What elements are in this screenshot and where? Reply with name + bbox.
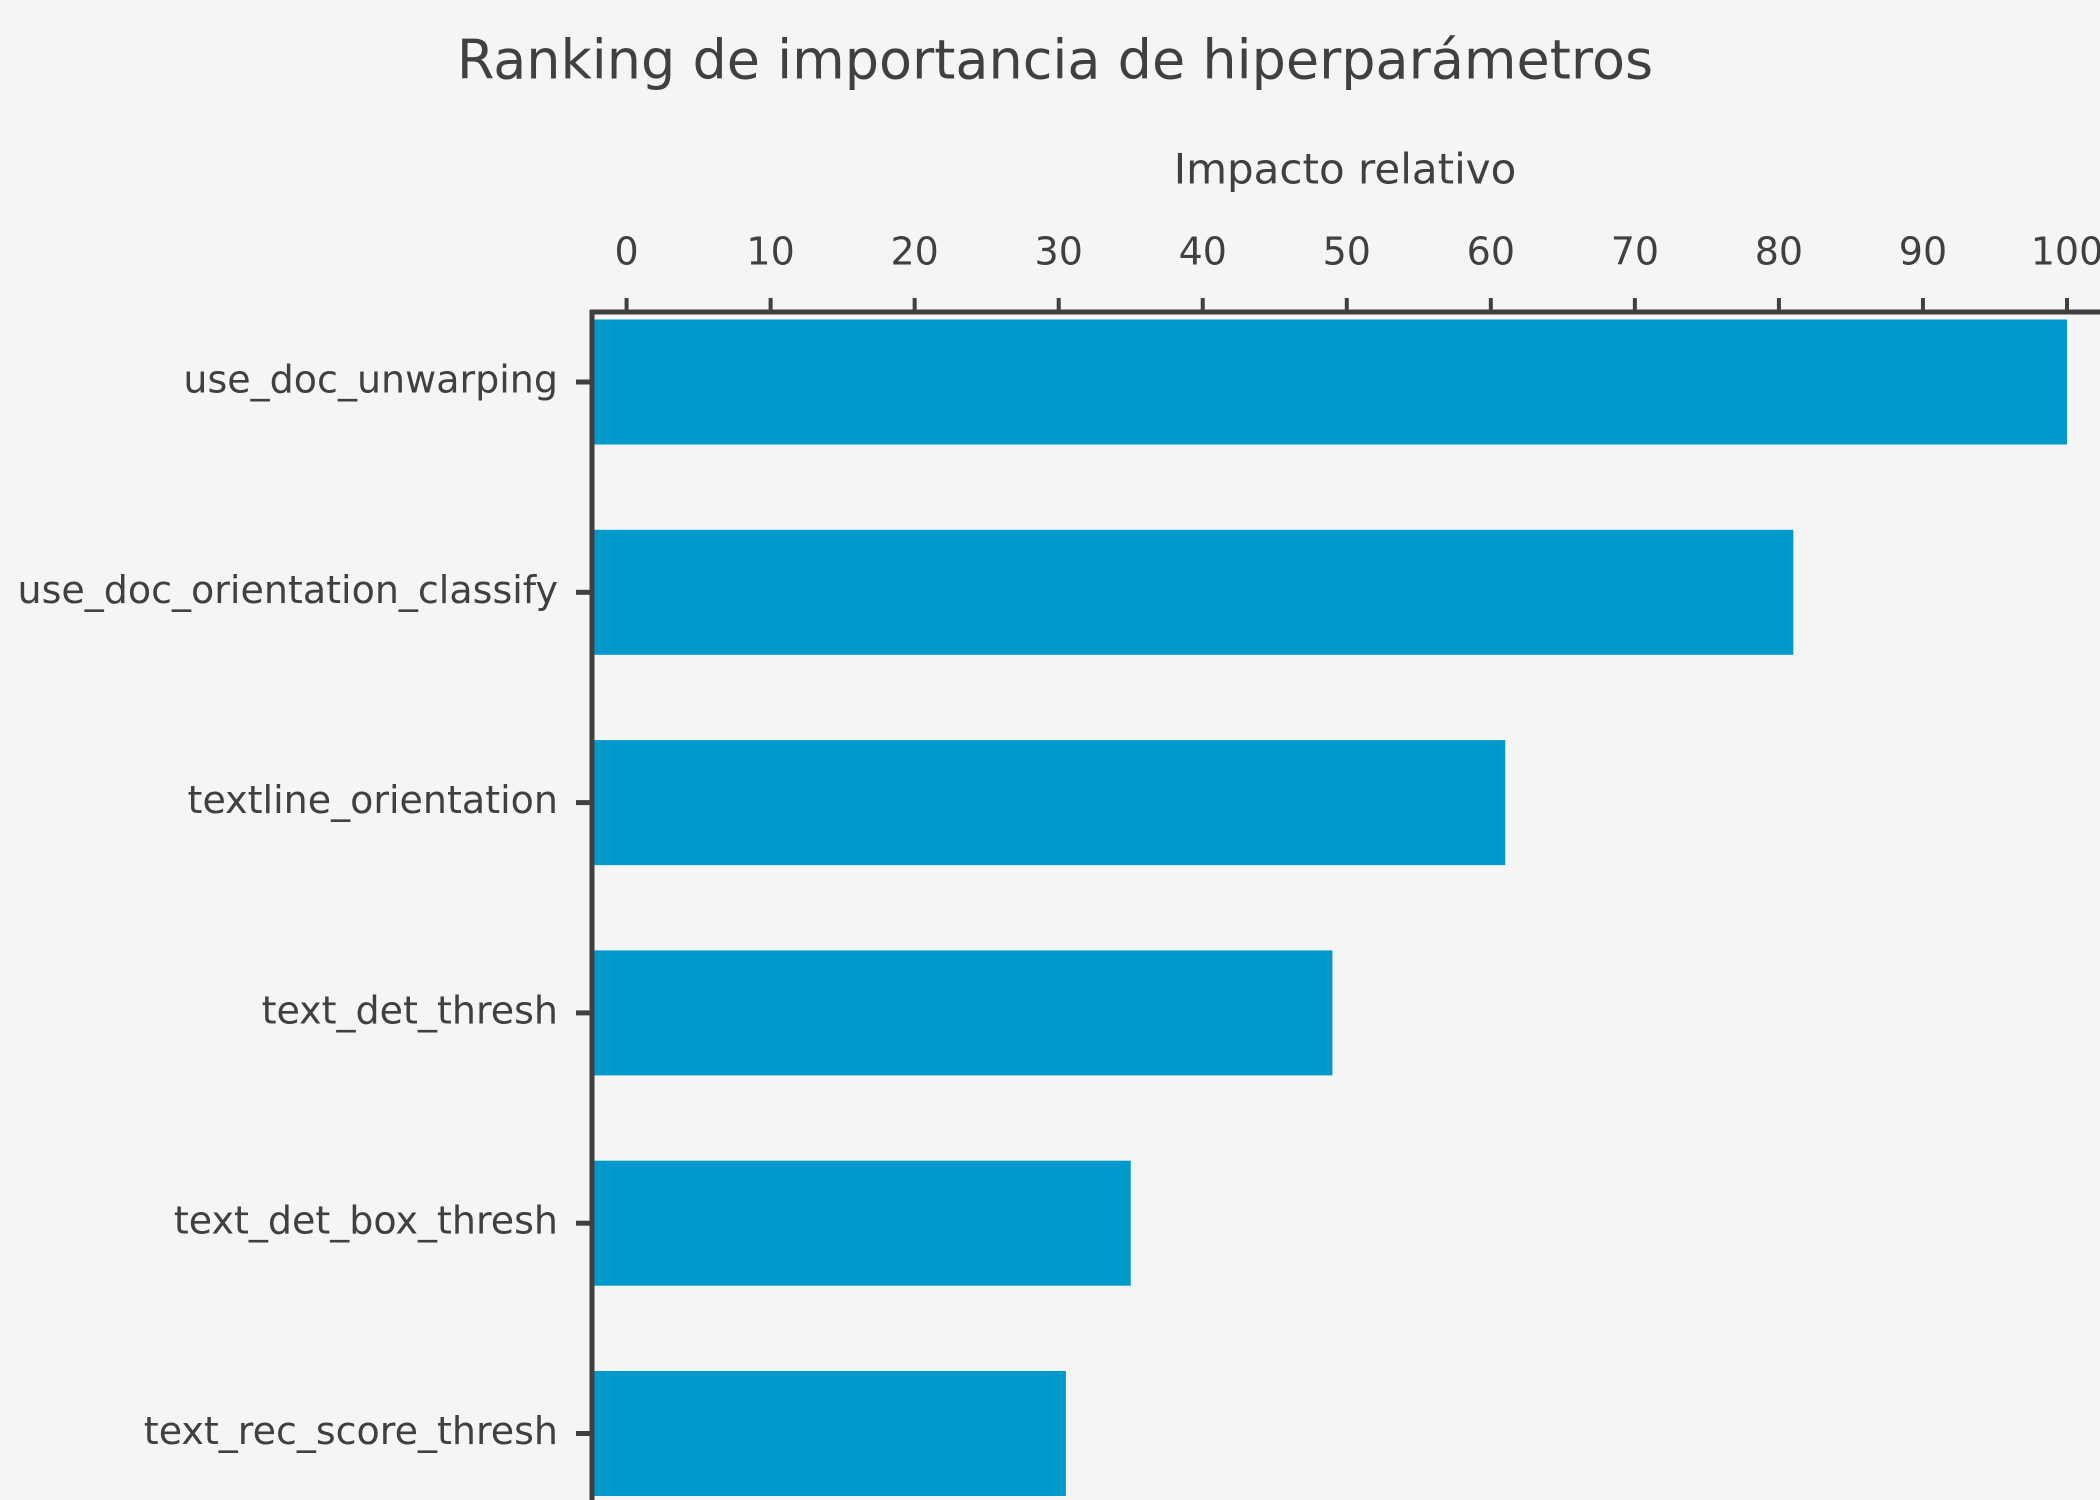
bar [592,740,1506,866]
bar [592,950,1333,1076]
x-tick-label: 50 [1323,230,1371,274]
bar [592,529,1794,655]
y-tick-label: use_doc_unwarping [183,358,558,402]
x-tick-label: 100 [2031,230,2100,274]
x-tick-label: 30 [1035,230,1083,274]
x-tick-label: 0 [614,230,638,274]
chart-title: Ranking de importancia de hiperparámetro… [457,29,1653,92]
x-tick-label: 70 [1611,230,1659,274]
x-axis-label: Impacto relativo [1174,145,1517,194]
bar [592,319,2067,445]
x-tick-label: 40 [1179,230,1227,274]
bar [592,1371,1066,1496]
x-tick-label: 20 [890,230,938,274]
x-tick-label: 90 [1899,230,1947,274]
y-tick-label: use_doc_orientation_classify [18,568,558,612]
y-tick-label: text_rec_score_thresh [144,1409,558,1453]
x-tick-label: 10 [746,230,794,274]
y-tick-label: text_det_thresh [262,988,558,1032]
bar [592,1160,1131,1286]
x-tick-label: 80 [1755,230,1803,274]
y-tick-label: textline_orientation [188,778,558,822]
x-tick-label: 60 [1467,230,1515,274]
y-tick-label: text_det_box_thresh [174,1199,558,1243]
